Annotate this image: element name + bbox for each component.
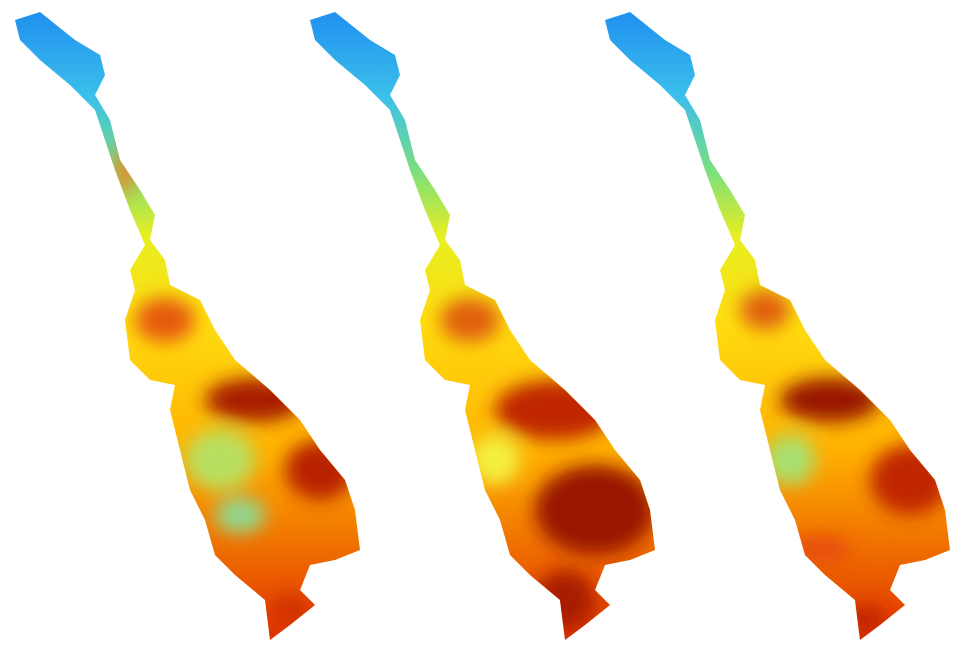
map-panel (310, 12, 655, 640)
map-panel (605, 12, 950, 640)
map-panel (15, 12, 360, 640)
map-figure (0, 0, 957, 650)
page: {} (0, 0, 957, 650)
